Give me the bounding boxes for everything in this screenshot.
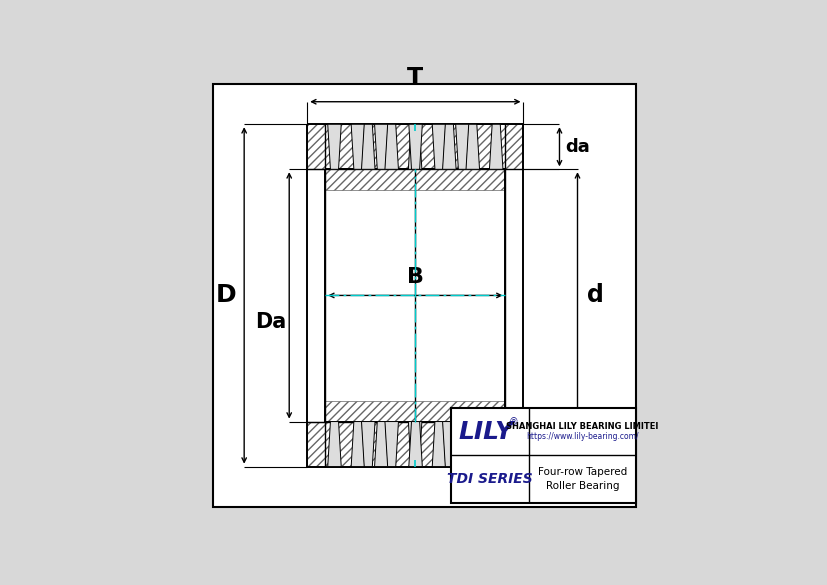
Polygon shape [385,124,398,169]
Polygon shape [489,422,502,467]
Text: Four-row Tapered
Roller Bearing: Four-row Tapered Roller Bearing [538,467,626,491]
Text: TDI SERIES: TDI SERIES [447,472,533,486]
Polygon shape [361,124,375,169]
Text: B: B [406,267,423,287]
Polygon shape [489,124,502,169]
Text: T: T [407,67,423,91]
Polygon shape [455,422,469,467]
Bar [504,422,523,467]
Polygon shape [327,124,341,169]
Bar [451,408,635,503]
Text: Da: Da [256,312,286,332]
Polygon shape [455,124,469,169]
Text: d: d [586,283,603,308]
Bar [325,169,504,190]
Polygon shape [466,124,479,169]
Polygon shape [432,422,445,467]
Text: da: da [565,138,589,156]
Bar [307,422,325,467]
Polygon shape [351,124,364,169]
Text: https://www.lily-bearing.com/: https://www.lily-bearing.com/ [525,432,638,441]
Polygon shape [385,422,398,467]
Bar [307,124,325,169]
Polygon shape [409,124,422,169]
Polygon shape [409,422,422,467]
Bar [325,124,504,169]
Polygon shape [327,422,341,467]
Polygon shape [361,422,375,467]
Text: D: D [216,283,237,308]
Text: ®: ® [508,417,518,427]
Polygon shape [374,422,388,467]
Polygon shape [442,124,456,169]
Text: LILY: LILY [457,419,513,443]
Polygon shape [432,124,445,169]
Polygon shape [466,422,479,467]
Polygon shape [408,124,422,169]
Polygon shape [351,422,364,467]
Polygon shape [408,422,422,467]
Text: SHANGHAI LILY BEARING LIMITEI: SHANGHAI LILY BEARING LIMITEI [505,422,658,431]
Bar [325,401,504,422]
Polygon shape [442,422,456,467]
Polygon shape [374,124,388,169]
Bar [325,422,504,467]
Bar [504,124,523,169]
